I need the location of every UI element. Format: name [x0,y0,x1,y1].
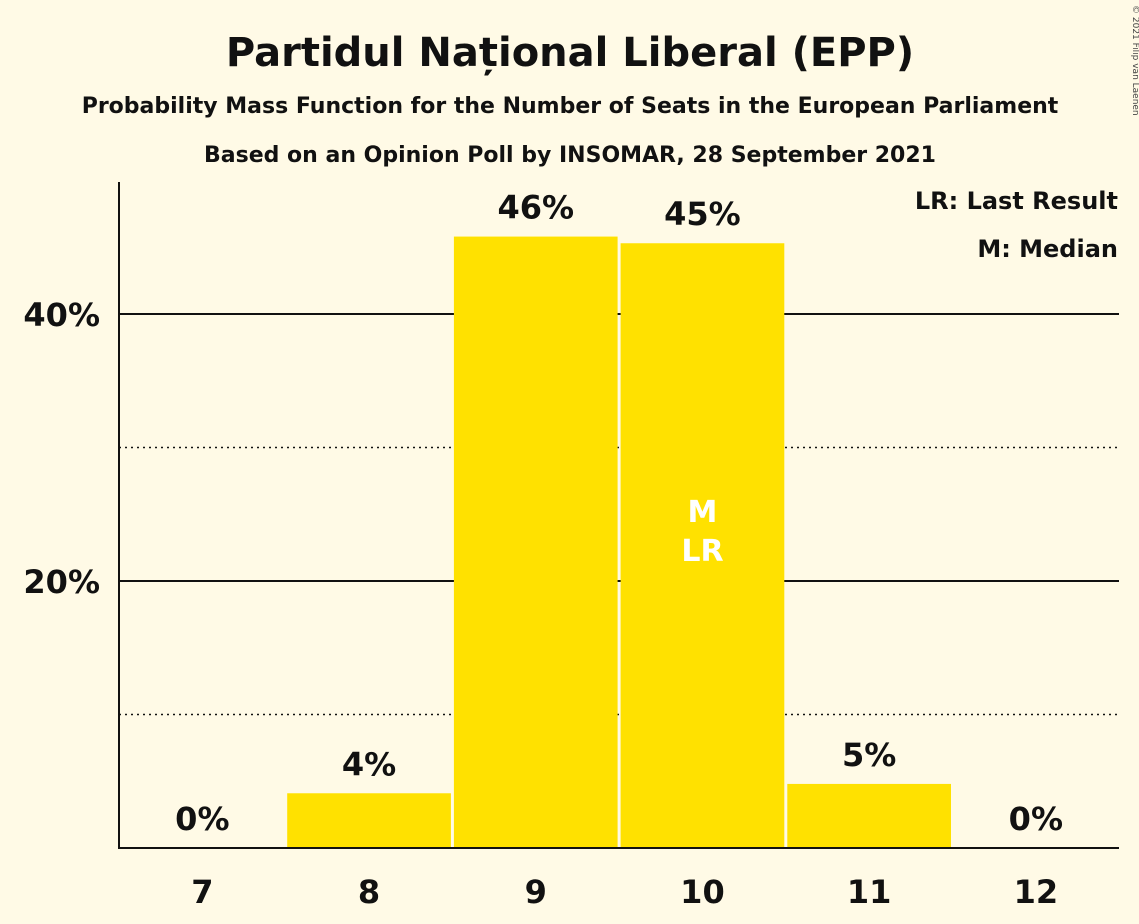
data-label-12: 0% [1009,800,1063,838]
x-tick-label: 8 [358,873,380,911]
bar-9 [453,236,618,848]
x-tick-label: 7 [191,873,213,911]
y-tick-label: 20% [23,563,100,601]
data-label-11: 5% [842,736,896,774]
data-label-9: 46% [497,189,574,227]
chart-source: Based on an Opinion Poll by INSOMAR, 28 … [204,143,936,168]
legend-last-result: LR: Last Result [915,187,1118,215]
x-tick-label: 9 [525,873,547,911]
last-result-marker: LR [681,534,723,569]
median-marker: M [688,495,718,530]
gridlines [119,313,1119,716]
x-tick-label: 10 [680,873,725,911]
bars [287,236,951,848]
chart-subtitle: Probability Mass Function for the Number… [82,94,1059,119]
bar-8 [287,793,451,848]
data-label-8: 4% [342,745,396,783]
y-tick-label: 40% [23,296,100,334]
data-label-10: 45% [664,195,741,233]
x-axis-ticks: 7 8 9 10 11 12 [191,873,1058,911]
x-tick-label: 11 [847,873,892,911]
chart-title: Partidul Național Liberal (EPP) [226,30,914,76]
legend-median: M: Median [977,235,1118,263]
x-tick-label: 12 [1014,873,1059,911]
data-labels: 0% 4% 46% 45% M LR 5% 0% [175,189,1063,838]
bar-10 [620,243,785,848]
bar-11 [787,783,951,848]
y-axis-ticks: 20% 40% [23,296,100,601]
data-label-7: 0% [175,800,229,838]
copyright-text: © 2021 Filip van Laenen [1130,5,1139,116]
